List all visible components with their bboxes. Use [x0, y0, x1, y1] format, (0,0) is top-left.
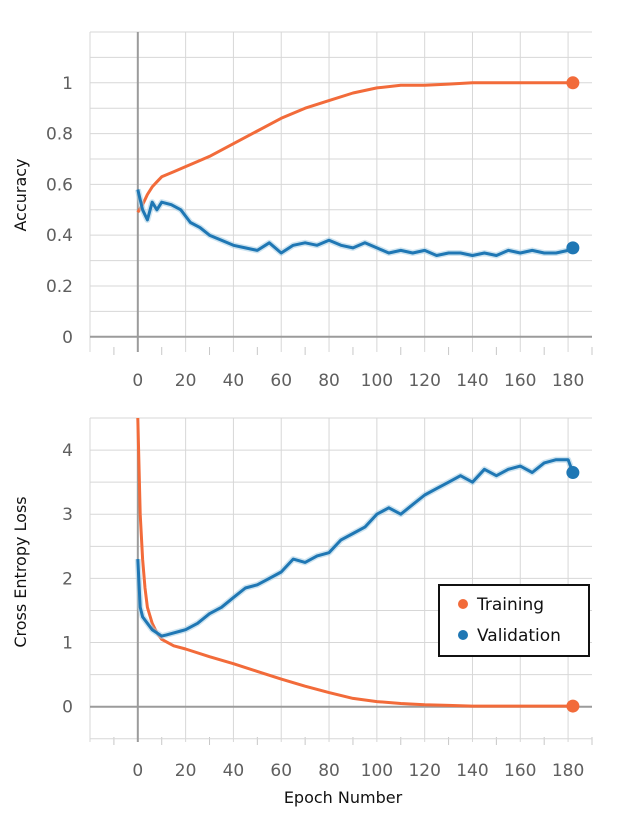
legend-validation-label: Validation [477, 626, 561, 646]
legend-box [438, 584, 590, 657]
loss-y-tick-label: 0 [62, 698, 73, 718]
loss-x-tick-label: 140 [456, 761, 488, 781]
accuracy-y-axis-label: Accuracy [11, 158, 30, 231]
legend-validation-marker [458, 630, 468, 640]
accuracy-chart: 0 20 40 60 80 100 120 140 160 180 0 0.2 0.4 0.6 0.8 1 [46, 31, 593, 391]
loss-x-tick-label: 20 [175, 761, 197, 781]
accuracy-y-tick-label: 0 [62, 328, 73, 348]
loss-training-endpoint [566, 699, 580, 713]
accuracy-x-tick-label: 100 [361, 371, 393, 391]
accuracy-validation-endpoint [566, 241, 580, 255]
loss-x-tick-label: 160 [504, 761, 536, 781]
accuracy-x-tick-label: 140 [456, 371, 488, 391]
loss-validation-endpoint [566, 466, 580, 480]
loss-y-tick-label: 1 [62, 634, 73, 654]
accuracy-y-tick-label: 0.2 [46, 277, 73, 297]
loss-x-tick-label: 80 [318, 761, 340, 781]
accuracy-x-tick-label: 80 [318, 371, 340, 391]
accuracy-validation-line [136, 189, 574, 257]
loss-y-tick-label: 4 [62, 441, 73, 461]
loss-x-tick-label: 180 [552, 761, 584, 781]
legend: Training Validation [438, 584, 590, 657]
accuracy-y-tick-label: 0.4 [46, 226, 73, 246]
legend-training-label: Training [476, 595, 544, 615]
loss-x-tick-label: 0 [132, 761, 143, 781]
legend-training-marker [458, 599, 468, 609]
accuracy-x-tick-label: 60 [270, 371, 292, 391]
x-axis-label: Epoch Number [284, 788, 403, 807]
accuracy-x-tick-label: 40 [223, 371, 245, 391]
accuracy-y-tick-label: 1 [62, 74, 73, 94]
accuracy-x-tick-label: 160 [504, 371, 536, 391]
loss-chart: 0 20 40 60 80 100 120 140 160 180 0 1 2 3 4 [62, 417, 593, 781]
accuracy-x-tick-label: 180 [552, 371, 584, 391]
accuracy-training-line [136, 81, 573, 214]
accuracy-x-tick-label: 20 [175, 371, 197, 391]
accuracy-y-tick-label: 0.8 [46, 125, 73, 145]
loss-x-tick-label: 60 [270, 761, 292, 781]
accuracy-training-endpoint [566, 76, 580, 90]
loss-y-tick-label: 3 [62, 505, 73, 525]
accuracy-x-tick-label: 120 [408, 371, 440, 391]
loss-x-tick-label: 120 [408, 761, 440, 781]
loss-training-line [136, 417, 573, 708]
loss-x-tick-label: 40 [223, 761, 245, 781]
loss-y-axis-label: Cross Entropy Loss [11, 496, 30, 647]
loss-y-tick-label: 2 [62, 569, 73, 589]
loss-validation-line [136, 458, 575, 638]
accuracy-x-tick-label: 0 [132, 371, 143, 391]
accuracy-y-tick-label: 0.6 [46, 175, 73, 195]
loss-x-tick-label: 100 [361, 761, 393, 781]
